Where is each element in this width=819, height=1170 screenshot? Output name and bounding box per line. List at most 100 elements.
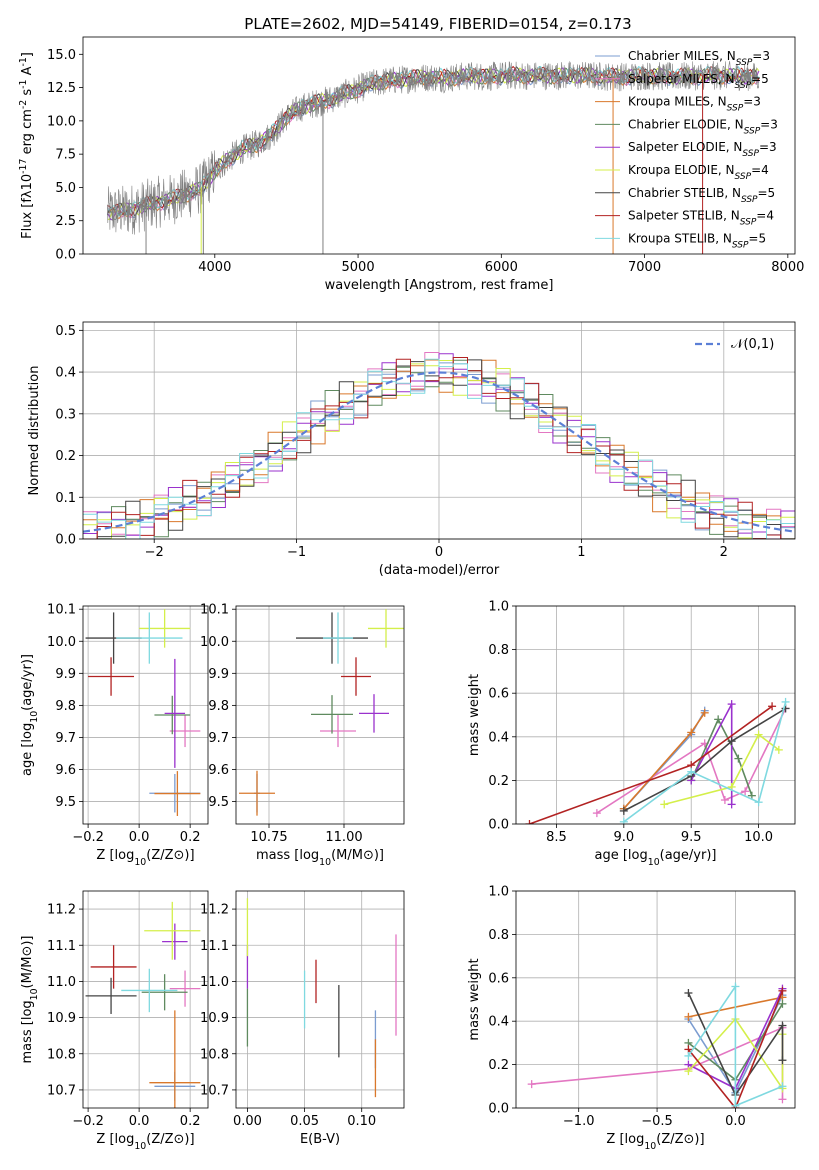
legend-count: =4: [751, 163, 769, 177]
y-tick-label: 10.9: [200, 1011, 229, 1026]
x-tick-label: 8.5: [546, 830, 567, 845]
y-tick-label: 0.2: [488, 774, 509, 789]
x-tick-label: −0.2: [72, 1114, 104, 1129]
x-tick-label: 0.0: [129, 830, 150, 845]
y-tick-label: 0.4: [488, 1015, 509, 1030]
label-text: (Z/Z: [656, 1132, 683, 1147]
x-tick-label: −1.0: [563, 1114, 595, 1129]
x-tick-label: 0.05: [290, 1114, 319, 1129]
symbol: ⊙: [174, 848, 185, 863]
x-tick-label: 10.75: [250, 830, 287, 845]
y-tick-label: 0.4: [55, 366, 76, 381]
x-tick-label: 2: [720, 545, 728, 560]
axes-frame: [82, 605, 209, 825]
y-tick-label: 2.5: [55, 214, 76, 229]
label-text: Z [log: [96, 848, 134, 863]
histogram-series: [83, 357, 795, 539]
legend-entry: Salpeter ELODIE, NSSP=3: [628, 140, 777, 159]
superscript: -2: [18, 100, 29, 109]
subscript: 10: [29, 711, 40, 723]
x-tick-label: 0.0: [129, 1114, 150, 1129]
legend-entry: Salpeter MILES, NSSP=5: [628, 72, 769, 91]
label-text: (Z/Z: [146, 1132, 173, 1147]
weight-line: [687, 990, 784, 1108]
x-axis-label: wavelength [Angstrom, rest frame]: [325, 278, 554, 293]
legend-entry: Kroupa MILES, NSSP=3: [628, 95, 761, 114]
y-tick-label: 0.4: [488, 730, 509, 745]
y-tick-label: 0.6: [488, 971, 509, 986]
y-tick-label: 10.9: [47, 1011, 76, 1026]
label-text: age [log: [20, 723, 35, 776]
legend-label: Salpeter STELIB, N: [628, 209, 740, 223]
y-axis-label: mass weight: [467, 674, 482, 756]
axes-frame: [235, 605, 405, 825]
y-tick-label: 9.5: [55, 795, 76, 810]
y-tick-label: 9.6: [55, 763, 76, 778]
plot-area-weight-vs-age: [525, 697, 790, 824]
label-text: A: [20, 66, 35, 79]
weight-line: [690, 703, 733, 805]
y-tick-label: 5.0: [55, 181, 76, 196]
y-axis-label: Flux [fλ10-17 erg cm-2 s-1 A-1]: [18, 52, 36, 239]
y-tick-label: 10.8: [47, 1047, 76, 1062]
y-tick-label: 9.8: [55, 699, 76, 714]
y-tick-label: 0.0: [55, 248, 76, 263]
axes-mass-vs-Z: −0.2 0.0 0.2 10.7 10.8 10.9 11.0 11.1 11.2 Z [log…: [20, 890, 209, 1152]
y-tick-label: 9.9: [208, 667, 229, 682]
legend-label: Kroupa ELODIE, N: [628, 163, 735, 177]
x-tick-label: 0.2: [180, 1114, 201, 1129]
axes-frame: [515, 605, 796, 825]
symbol: ⊙: [174, 1132, 185, 1147]
legend-label: Kroupa MILES, N: [628, 95, 727, 109]
x-tick-label: −0.5: [641, 1114, 673, 1129]
label-text: )]: [694, 1132, 704, 1147]
axes-mass-vs-EBV: 0.00 0.05 0.10 10.7 10.8 10.9 11.0 11.1 11.2 E(B-…: [200, 890, 405, 1147]
y-tick-label: 9.5: [208, 795, 229, 810]
superscript: -1: [18, 57, 29, 66]
y-tick-label: 11.2: [200, 903, 229, 918]
y-tick-label: 0.1: [55, 491, 76, 506]
y-tick-label: 0.0: [488, 1102, 509, 1117]
superscript: -1: [18, 80, 29, 89]
label-text: Z [log: [96, 1132, 134, 1147]
y-tick-label: 7.5: [55, 148, 76, 163]
x-tick-label: 0.0: [725, 1114, 746, 1129]
y-axis-label: mass [log10(M/M⊙)]: [20, 935, 40, 1063]
legend-subscript: SSP: [742, 149, 759, 159]
axes-weight-vs-Z: −1.0 −0.5 0.0 0.0 0.2 0.4 0.6 0.8 1.0 Z [log10(Z/…: [467, 885, 796, 1152]
y-tick-label: 11.1: [200, 939, 229, 954]
y-tick-label: 0.8: [488, 928, 509, 943]
weight-line: [623, 701, 787, 823]
x-tick-label: 5000: [342, 260, 375, 275]
x-tick-label: 9.5: [681, 830, 702, 845]
y-tick-label: 10.1: [200, 603, 229, 618]
legend-entry: Kroupa STELIB, NSSP=5: [628, 231, 766, 250]
x-tick-label: −2: [145, 545, 164, 560]
y-tick-label: 1.0: [488, 600, 509, 615]
y-tick-label: 11.1: [47, 939, 76, 954]
label-text: Normed distribution: [27, 366, 42, 496]
superscript: -17: [18, 159, 29, 174]
label-text: (age/yr)]: [20, 654, 35, 711]
y-tick-label: 0.0: [488, 818, 509, 833]
y-tick-label: 0.2: [488, 1058, 509, 1073]
model-spectrum-line: [107, 67, 759, 220]
x-tick-label: 0.00: [233, 1114, 262, 1129]
plot-area-weight-vs-Z: [527, 982, 787, 1108]
axes-frame: [82, 890, 209, 1109]
y-tick-label: 0.0: [55, 533, 76, 548]
label-text: )]: [20, 935, 35, 945]
axes-spectrum: 4000 5000 6000 7000 8000 0.0 2.5 5.0 7.5 10.0 12.5…: [18, 36, 804, 293]
legend-subscript: SSP: [735, 172, 752, 182]
x-axis-label: Z [log10(Z/Z⊙)]: [96, 848, 194, 868]
y-tick-label: 15.0: [47, 48, 76, 63]
label-text: s: [20, 89, 35, 100]
label-text: Flux [f: [20, 198, 35, 239]
legend-label: Kroupa STELIB, N: [628, 231, 732, 245]
x-axis-label: E(B-V): [300, 1132, 340, 1147]
label-text: (Z/Z: [146, 848, 173, 863]
y-axis-label: age [log10(age/yr)]: [20, 654, 40, 776]
y-tick-label: 0.5: [55, 324, 76, 339]
